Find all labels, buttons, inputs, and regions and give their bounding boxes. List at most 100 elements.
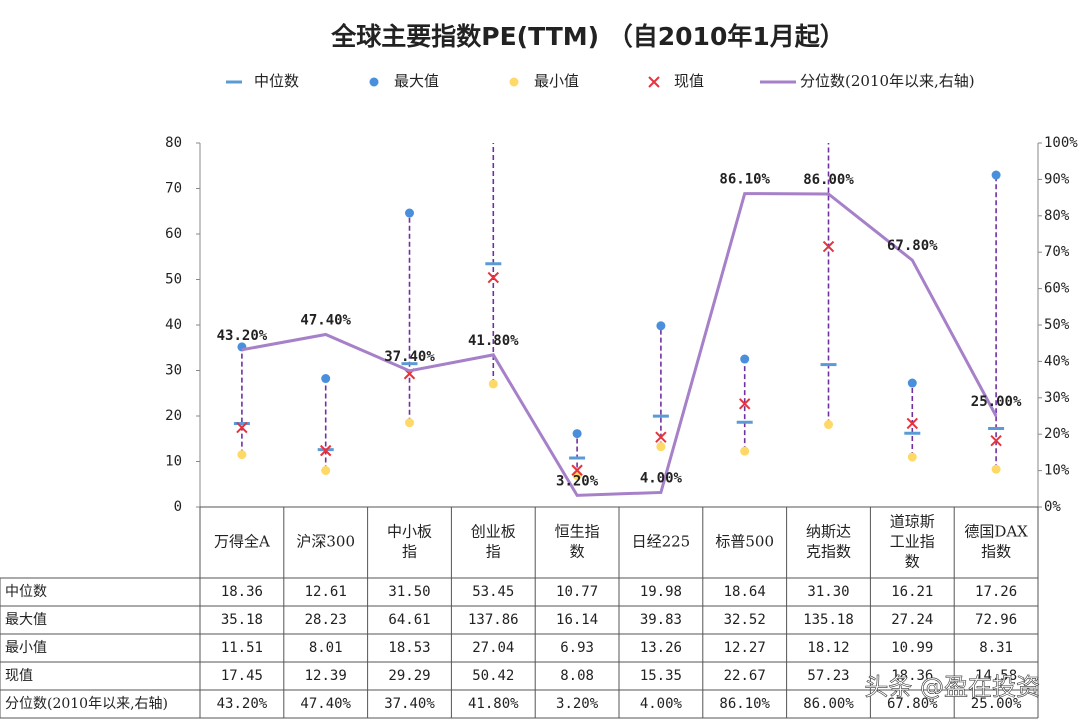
row-label: 分位数(2010年以来,右轴) <box>5 696 168 712</box>
max-mark <box>740 354 750 364</box>
table-cell: 22.67 <box>724 668 766 684</box>
table-cell: 27.24 <box>891 612 933 628</box>
watermark: 头条 @盈在投资 <box>864 673 1040 701</box>
current-mark <box>822 240 835 253</box>
table-cell: 17.45 <box>221 668 263 684</box>
y2-tick-label: 70% <box>1044 244 1070 260</box>
table-cell: 43.20% <box>217 696 268 712</box>
category-label: 创业板指 <box>471 523 516 561</box>
table-cell: 18.53 <box>388 640 430 656</box>
percentile-line <box>241 192 998 497</box>
table-cell: 8.01 <box>309 640 343 656</box>
current-mark <box>487 271 500 284</box>
table-cell: 4.00% <box>640 696 683 712</box>
table-cell: 6.93 <box>560 640 594 656</box>
min-mark <box>740 446 750 456</box>
min-mark <box>405 418 414 428</box>
legend-label: 分位数(2010年以来,右轴) <box>800 72 975 90</box>
min-mark <box>824 420 833 430</box>
category-label: 德国DAX 指数 <box>964 523 1028 561</box>
y-tick-label: 80 <box>165 135 182 151</box>
y2-tick-label: 20% <box>1044 426 1070 442</box>
legend-swatch <box>648 76 660 88</box>
max-mark <box>656 321 666 331</box>
y-tick-label: 70 <box>165 181 182 197</box>
y2-tick-label: 60% <box>1044 281 1070 297</box>
y2-tick-label: 80% <box>1044 208 1070 224</box>
min-mark <box>907 452 917 462</box>
table-cell: 8.08 <box>560 668 594 684</box>
table-cell: 27.04 <box>472 640 514 656</box>
table-cell: 35.18 <box>221 612 263 628</box>
table-cell: 137.86 <box>468 612 519 628</box>
legend-swatch <box>509 77 519 87</box>
row-label: 中位数 <box>5 584 47 600</box>
chart-title: 全球主要指数PE(TTM) （自2010年1月起） <box>330 22 845 51</box>
table-cell: 12.27 <box>724 640 766 656</box>
row-label: 最大值 <box>5 612 47 628</box>
category-label: 沪深300 <box>296 533 355 551</box>
table-cell: 50.42 <box>472 668 514 684</box>
y-tick-label: 50 <box>165 272 182 288</box>
current-mark <box>990 434 1002 447</box>
table-cell: 37.40% <box>384 696 435 712</box>
y2-tick-label: 30% <box>1044 390 1070 406</box>
max-mark <box>321 374 331 384</box>
percentile-label: 43.20% <box>217 328 268 344</box>
table-cell: 19.98 <box>640 584 682 600</box>
y-tick-label: 30 <box>165 363 182 379</box>
min-mark <box>991 464 1001 474</box>
percentile-label: 86.00% <box>803 172 854 188</box>
category-label: 标普500 <box>715 533 774 551</box>
table-cell: 57.23 <box>807 668 849 684</box>
table-cell: 135.18 <box>803 612 854 628</box>
table-cell: 86.10% <box>719 696 770 712</box>
y2-tick-label: 40% <box>1044 353 1070 369</box>
category-label: 日经225 <box>632 533 691 551</box>
y2-tick-label: 100% <box>1044 135 1078 151</box>
current-mark <box>236 421 248 434</box>
table-cell: 18.12 <box>807 640 849 656</box>
table-cell: 3.20% <box>556 696 599 712</box>
current-mark <box>319 444 332 457</box>
y-tick-label: 60 <box>165 226 182 242</box>
category-label: 中小板指 <box>387 523 432 561</box>
current-mark <box>738 398 751 410</box>
table-cell: 31.30 <box>807 584 849 600</box>
legend-label: 最大值 <box>394 72 439 90</box>
legend-label: 中位数 <box>254 72 299 90</box>
table-cell: 16.21 <box>891 584 933 600</box>
table-cell: 31.50 <box>388 584 430 600</box>
table-cell: 72.96 <box>975 612 1017 628</box>
table-cell: 53.45 <box>472 584 514 600</box>
y2-tick-label: 50% <box>1044 317 1070 333</box>
percentile-label: 37.40% <box>384 349 435 365</box>
y2-tick-label: 0% <box>1044 499 1061 515</box>
table-cell: 86.00% <box>803 696 854 712</box>
table-cell: 17.26 <box>975 584 1017 600</box>
table-cell: 39.83 <box>640 612 682 628</box>
percentile-label: 41.80% <box>468 333 519 349</box>
min-mark <box>488 379 498 389</box>
max-mark <box>907 378 917 388</box>
table-cell: 25.00% <box>971 696 1022 712</box>
row-label: 现值 <box>5 668 33 684</box>
row-label: 最小值 <box>5 640 47 656</box>
max-mark <box>991 170 1001 180</box>
table-cell: 10.77 <box>556 584 598 600</box>
category-label: 纳斯达克指数 <box>806 523 851 561</box>
percentile-label: 3.20% <box>556 473 599 489</box>
category-label: 万得全A <box>214 533 270 551</box>
table-cell: 10.99 <box>891 640 933 656</box>
max-mark <box>405 208 414 218</box>
percentile-label: 25.00% <box>971 394 1022 410</box>
table-cell: 12.61 <box>305 584 347 600</box>
category-label: 道琼斯工业指数 <box>890 513 935 571</box>
table-cell: 41.80% <box>468 696 519 712</box>
percentile-label: 4.00% <box>640 470 683 486</box>
y-tick-label: 20 <box>165 408 182 424</box>
percentile-label: 86.10% <box>719 172 770 188</box>
table-cell: 47.40% <box>300 696 351 712</box>
